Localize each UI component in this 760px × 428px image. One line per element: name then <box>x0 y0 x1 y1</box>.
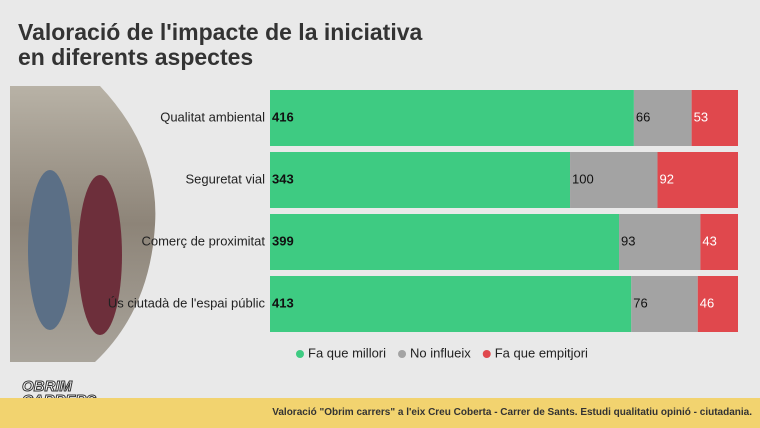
bar-segment <box>270 214 620 270</box>
y-tick-label: Seguretat vial <box>186 171 266 186</box>
photo-person <box>28 170 72 330</box>
value-label: 93 <box>621 233 635 248</box>
bar-segment <box>697 276 738 332</box>
y-tick-label: Qualitat ambiental <box>160 109 265 124</box>
footer-text: Valoració "Obrim carrers" a l'eix Creu C… <box>272 407 752 418</box>
footer: Valoració "Obrim carrers" a l'eix Creu C… <box>0 398 760 428</box>
legend-label: Fa que empitjori <box>495 345 588 360</box>
value-label: 416 <box>272 109 294 124</box>
bar-segment <box>619 214 701 270</box>
bar-segment <box>691 90 738 146</box>
value-label: 43 <box>702 233 716 248</box>
legend-marker <box>296 350 304 358</box>
value-label: 343 <box>272 171 294 186</box>
chart-title: Valoració de l'impacte de la iniciativa … <box>18 19 423 70</box>
value-label: 46 <box>700 295 714 310</box>
bar-segment <box>700 214 738 270</box>
legend-marker <box>398 350 407 358</box>
bar-segment <box>631 276 698 332</box>
legend-label: Fa que millori <box>308 345 386 360</box>
photo-person <box>78 175 122 335</box>
legend-marker <box>482 350 491 358</box>
value-label: 399 <box>272 233 294 248</box>
y-tick-label: Ús ciutadà de l'espai públic <box>108 295 266 310</box>
bar-segment <box>270 276 632 332</box>
legend-label: No influeix <box>410 345 471 360</box>
value-label: 53 <box>694 109 708 124</box>
value-label: 413 <box>272 295 294 310</box>
value-label: 92 <box>660 171 674 186</box>
value-label: 100 <box>572 171 594 186</box>
bar-segment <box>633 90 692 146</box>
y-tick-label: Comerç de proximitat <box>141 233 265 248</box>
bar-segment <box>270 152 571 208</box>
value-label: 66 <box>636 109 650 124</box>
bar-segment <box>570 152 658 208</box>
chart: Qualitat ambiental 416 66 53 Seguretat vial 3… <box>10 86 738 362</box>
bar-segment <box>657 152 738 208</box>
value-label: 76 <box>633 295 647 310</box>
bar-segment <box>270 90 634 146</box>
